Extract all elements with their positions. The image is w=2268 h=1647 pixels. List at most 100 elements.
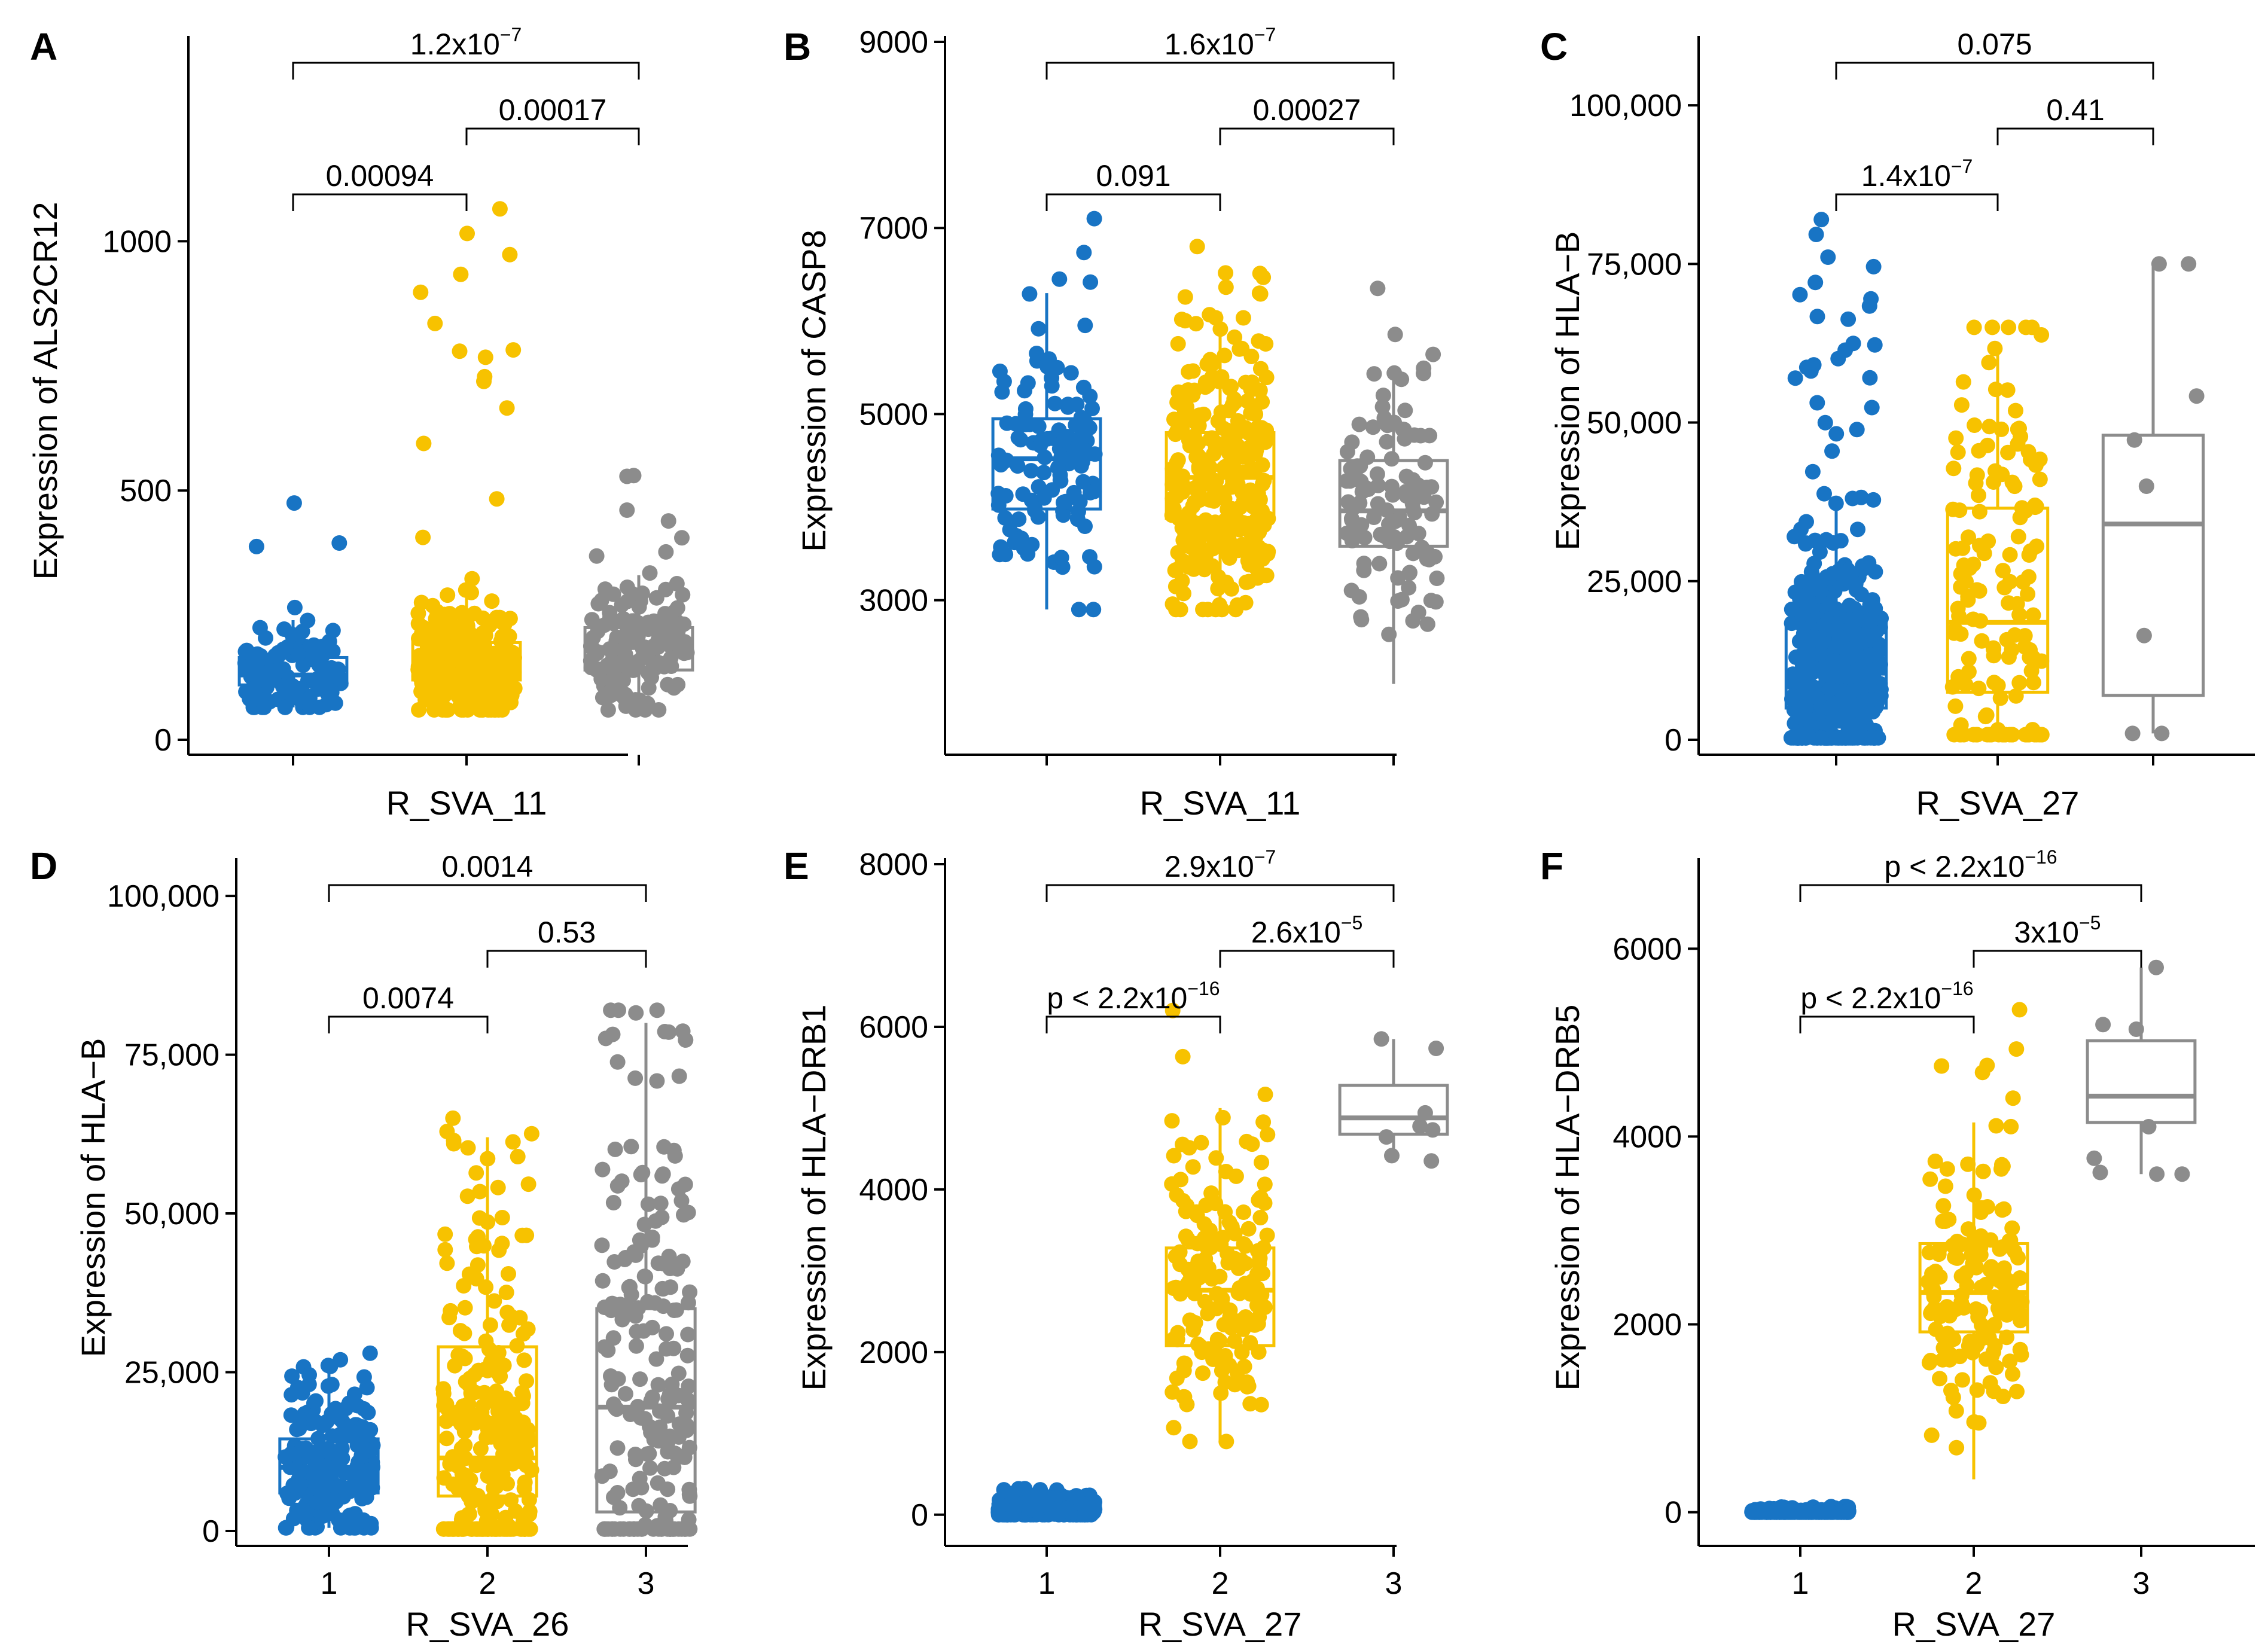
data-point (1200, 526, 1216, 542)
data-point (1979, 707, 1995, 723)
data-point (453, 702, 470, 718)
data-point (1379, 434, 1395, 450)
data-point (1993, 421, 2010, 437)
data-point (1217, 1204, 1233, 1220)
data-point (284, 1387, 300, 1403)
data-point (359, 1380, 375, 1396)
x-tick-label: 2 (1212, 1566, 1229, 1601)
data-point (1809, 309, 1825, 325)
data-point (675, 1253, 691, 1270)
data-point (458, 582, 474, 598)
data-point (1822, 596, 1837, 612)
data-point (1218, 265, 1234, 281)
data-point (1995, 1389, 2011, 1404)
data-point (1939, 1299, 1955, 1315)
data-point (2128, 1021, 2144, 1037)
data-point (1366, 510, 1382, 525)
panel-F: F 0 2000 4000 6000 1 2 3 R_SVA_27 Expression of H… (1540, 844, 2255, 1643)
data-point (1187, 494, 1203, 510)
data-point (1167, 578, 1184, 594)
data-point (325, 623, 341, 639)
data-point (1984, 319, 2001, 336)
data-point (1202, 307, 1218, 323)
data-point (1969, 467, 1985, 483)
data-point (1027, 502, 1043, 518)
data-point (1248, 406, 1264, 422)
data-point (284, 627, 300, 642)
group-1 (1783, 212, 1889, 746)
data-point (999, 415, 1015, 431)
data-point (2092, 1164, 2108, 1181)
data-point (260, 664, 276, 680)
data-point (1994, 1202, 2010, 1218)
data-point (671, 1068, 687, 1084)
comparison-bracket: 2.9x10−7 (1045, 846, 1395, 902)
data-point (2010, 529, 2026, 545)
data-point (1429, 571, 1445, 586)
data-point (360, 1404, 376, 1420)
data-point (1237, 420, 1253, 436)
data-point (1423, 593, 1439, 609)
data-point (1945, 1389, 1961, 1405)
data-point (1218, 422, 1234, 438)
data-point (1227, 329, 1243, 345)
data-point (464, 1521, 480, 1537)
data-point (605, 586, 621, 602)
data-point (1867, 337, 1883, 353)
group-3 (2101, 256, 2205, 742)
data-point (1195, 602, 1211, 618)
data-point (2005, 1090, 2021, 1106)
data-point (301, 1520, 317, 1536)
y-axis-label: Expression of HLA−B (1548, 231, 1586, 551)
data-point (300, 612, 316, 629)
panel-E: E 0 2000 4000 6000 8000 1 2 3 R_SVA_27 Expression … (784, 844, 1449, 1643)
data-point (1785, 675, 1801, 691)
data-point (1255, 1114, 1272, 1130)
data-point (1971, 1415, 1987, 1431)
y-tick-label: 5000 (859, 397, 928, 432)
data-point (1214, 369, 1230, 385)
y-tick-label: 50,000 (124, 1197, 220, 1231)
data-point (1370, 280, 1386, 297)
data-point (1967, 417, 1983, 433)
data-point (492, 201, 508, 217)
data-point (1387, 327, 1403, 343)
data-point (1952, 502, 1968, 518)
data-point (1020, 546, 1036, 562)
data-point (482, 675, 498, 691)
data-point (1165, 490, 1181, 507)
data-point (1217, 539, 1233, 556)
data-point (1230, 1285, 1246, 1301)
data-point (1339, 473, 1355, 489)
data-point (1986, 648, 2002, 664)
data-point (1955, 374, 1971, 390)
data-point (342, 1520, 358, 1536)
data-point (1825, 535, 1841, 551)
data-point (514, 1395, 531, 1411)
data-point (1794, 726, 1810, 742)
data-point (627, 1070, 644, 1086)
data-point (1986, 1316, 2002, 1332)
data-point (1082, 388, 1098, 404)
data-point (461, 1266, 477, 1282)
data-point (666, 1521, 682, 1537)
data-point (612, 1500, 628, 1516)
data-point (584, 612, 600, 628)
data-point (1934, 1058, 1950, 1074)
data-point (1084, 401, 1100, 416)
data-point (1999, 1329, 2014, 1346)
group-1 (990, 211, 1103, 618)
data-point (619, 468, 635, 484)
data-point (634, 585, 650, 601)
data-point (1214, 602, 1230, 618)
data-point (478, 1333, 494, 1349)
data-point (1177, 289, 1193, 305)
group-2 (435, 1110, 539, 1537)
data-point (1850, 521, 1865, 538)
data-point (447, 1358, 463, 1374)
data-point (1982, 419, 1998, 435)
x-axis-label: R_SVA_11 (1140, 784, 1301, 822)
data-point (1858, 614, 1874, 630)
group-3 (2086, 959, 2197, 1182)
data-point (286, 495, 302, 511)
